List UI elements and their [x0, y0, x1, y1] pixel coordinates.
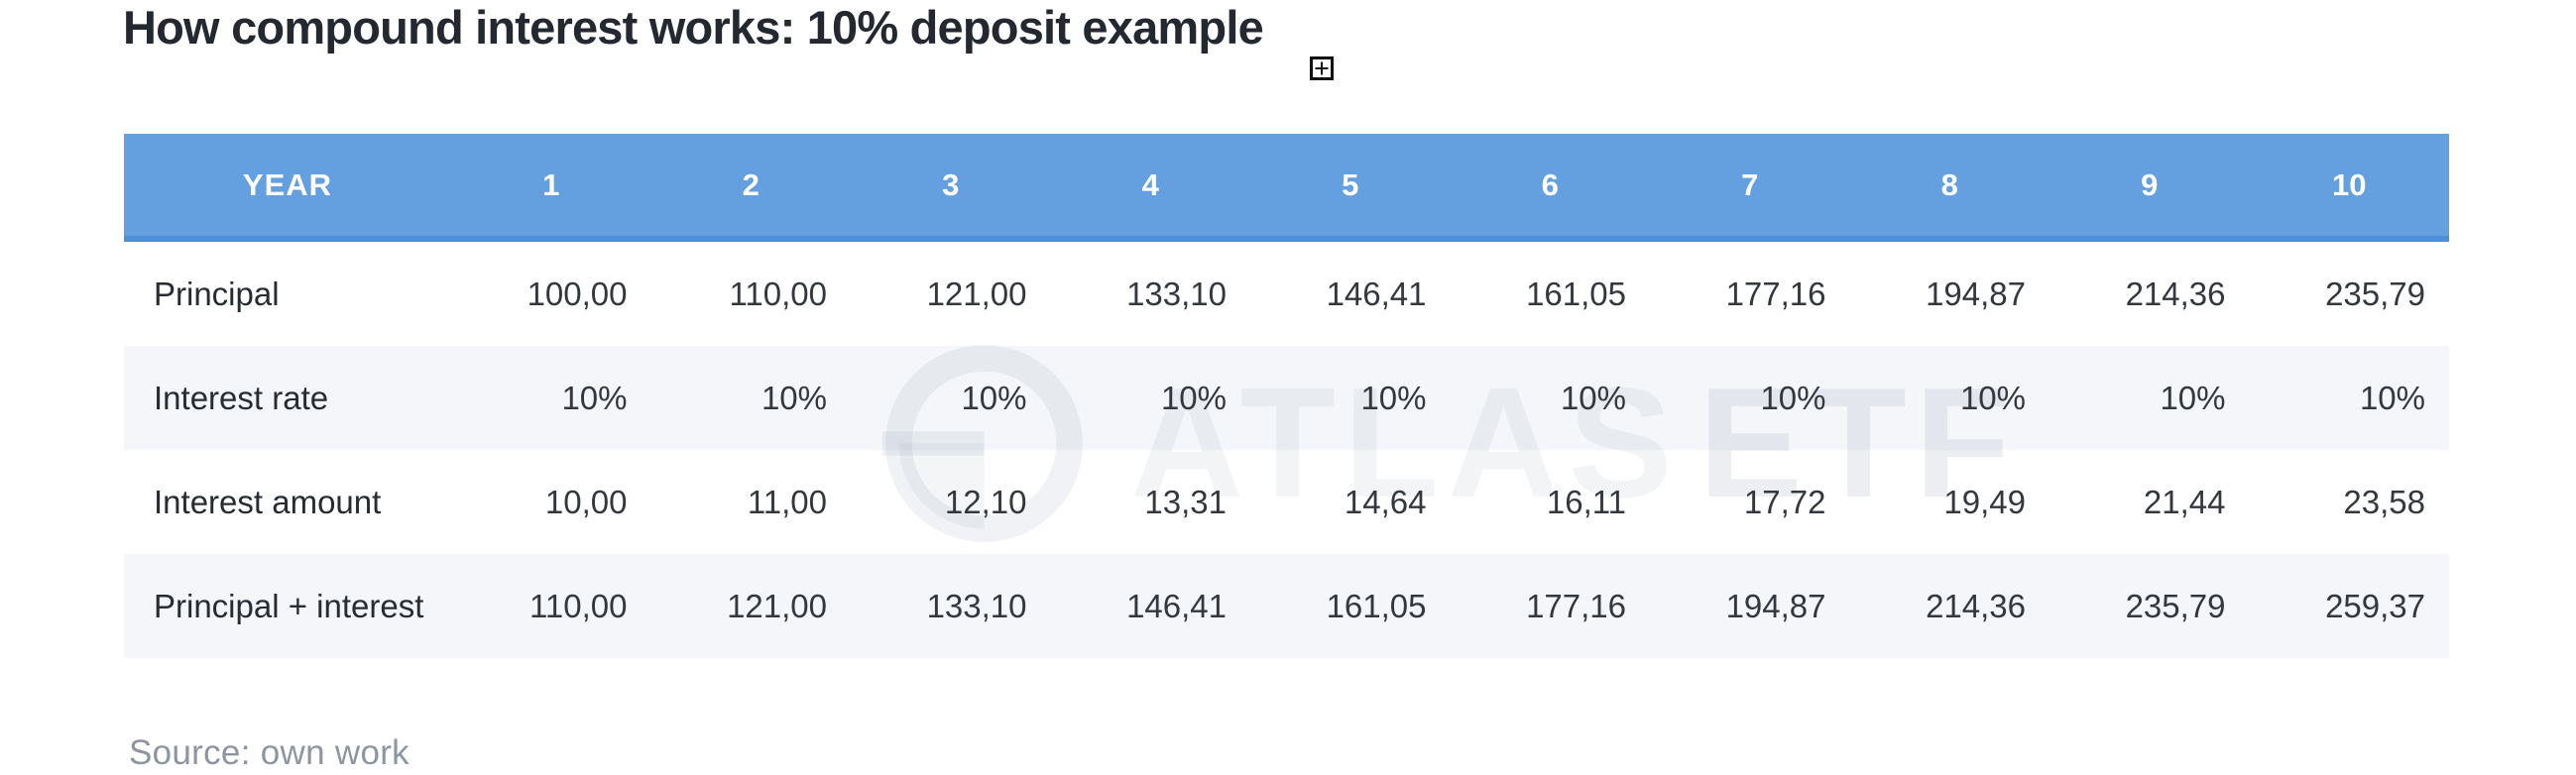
table-row-interest-amount: Interest amount 10,00 11,00 12,10 13,31 … [124, 450, 2449, 554]
table-header-row: YEAR 1 2 3 4 5 6 7 8 9 10 [124, 134, 2449, 242]
cell-value: 235,79 [2325, 275, 2425, 312]
table-row-principal-plus-interest: Principal + interest 110,00 121,00 133,1… [124, 554, 2449, 658]
cell-value: 161,05 [1526, 275, 1626, 312]
cell-value: 21,44 [2143, 483, 2226, 520]
row-label: Interest amount [154, 483, 382, 520]
header-cell-year-7: 7 [1741, 166, 1759, 202]
cell-value: 10% [761, 379, 827, 416]
table-row-principal: Principal 100,00 110,00 121,00 133,10 14… [124, 242, 2449, 346]
header-cell-year-8: 8 [1940, 166, 1958, 202]
cell-value: 121,00 [926, 275, 1027, 312]
cell-value: 214,36 [1926, 587, 2026, 624]
cell-value: 235,79 [2125, 587, 2226, 624]
cell-value: 133,10 [1126, 275, 1227, 312]
cell-value: 13,31 [1144, 483, 1227, 520]
cell-value: 194,87 [1725, 587, 1826, 624]
cell-value: 12,10 [944, 483, 1027, 520]
cell-value: 177,16 [1725, 275, 1826, 312]
cell-value: 14,64 [1344, 483, 1427, 520]
cell-value: 10% [2160, 379, 2226, 416]
cell-value: 10% [1160, 379, 1227, 416]
cell-value: 10,00 [544, 483, 628, 520]
row-label: Interest rate [154, 379, 329, 416]
cell-value: 110,00 [729, 275, 827, 312]
cell-value: 214,36 [2125, 275, 2226, 312]
cell-value: 100,00 [527, 275, 628, 312]
cell-value: 10% [1560, 379, 1626, 416]
source-caption: Source: own work [129, 733, 410, 772]
compound-interest-table: ATLAS ETF YEAR 1 2 3 4 5 6 7 8 9 10 Prin… [124, 134, 2449, 658]
cell-value: 17,72 [1743, 483, 1826, 520]
header-cell-year-9: 9 [2141, 166, 2159, 202]
table-row-interest-rate: Interest rate 10% 10% 10% 10% 10% 10% 10… [124, 346, 2449, 450]
header-cell-year-5: 5 [1342, 166, 1359, 202]
cell-value: 16,11 [1546, 483, 1626, 520]
cell-value: 146,41 [1126, 587, 1227, 624]
header-cell-year-6: 6 [1541, 166, 1559, 202]
plus-in-square-glyph [1310, 56, 1334, 80]
header-cell-year-2: 2 [742, 166, 760, 202]
row-label: Principal [154, 275, 280, 312]
cell-value: 161,05 [1326, 587, 1427, 624]
cell-value: 194,87 [1926, 275, 2026, 312]
cell-value: 11,00 [747, 483, 827, 520]
cell-value: 259,37 [2325, 587, 2425, 624]
cell-value: 121,00 [727, 587, 827, 624]
header-cell-year-10: 10 [2332, 166, 2367, 202]
cell-value: 19,49 [1943, 483, 2026, 520]
cell-value: 10% [1959, 379, 2026, 416]
page-title: How compound interest works: 10% deposit… [123, 1, 1264, 54]
cell-value: 110,00 [529, 587, 628, 624]
cell-value: 10% [1760, 379, 1826, 416]
header-cell-year-1: 1 [542, 166, 560, 202]
cell-value: 133,10 [926, 587, 1027, 624]
expand-icon[interactable] [1310, 56, 1334, 80]
cell-value: 10% [1360, 379, 1427, 416]
row-label: Principal + interest [154, 587, 424, 624]
cell-value: 177,16 [1526, 587, 1626, 624]
header-cell-year-4: 4 [1141, 166, 1159, 202]
header-cell-year: YEAR [242, 166, 333, 202]
header-cell-year-3: 3 [942, 166, 960, 202]
cell-value: 10% [961, 379, 1027, 416]
cell-value: 10% [561, 379, 628, 416]
cell-value: 146,41 [1326, 275, 1427, 312]
cell-value: 10% [2359, 379, 2425, 416]
cell-value: 23,58 [2343, 483, 2425, 520]
